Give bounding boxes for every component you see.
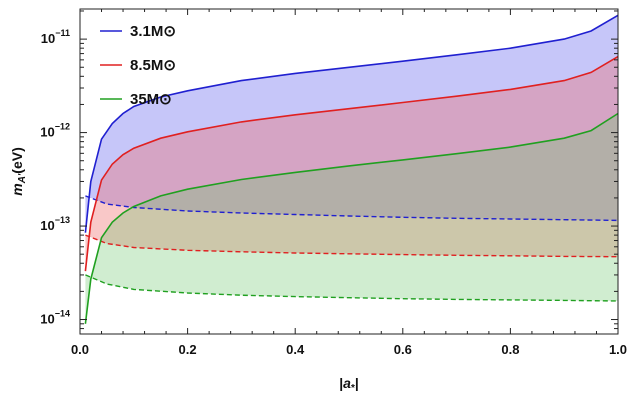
legend: 3.1M⊙ 8.5M⊙ 35M⊙	[100, 23, 176, 108]
x-tick-label: 0.6	[394, 342, 412, 357]
upper-line-series-1	[84, 55, 619, 272]
y-axis-title: mA'(eV)	[9, 147, 28, 196]
x-title-sub: *	[351, 383, 355, 394]
y-title-unit: (eV)	[9, 147, 25, 173]
y-tick-mantissa: 10	[40, 218, 54, 233]
y-tick-label: 10−11	[41, 28, 70, 46]
x-tick-label: 0.8	[501, 342, 519, 357]
lower-dashed-line-series-1	[85, 234, 619, 258]
x-tick-label: 1.0	[609, 342, 627, 357]
x-tick-label: 0.4	[286, 342, 305, 357]
legend-label-series-2: 35M⊙	[130, 91, 172, 108]
y-title-symbol: m	[9, 183, 25, 195]
upper-line-series-2	[84, 112, 619, 324]
y-tick-exponent: −13	[55, 215, 70, 225]
x-title-bar-left: |	[339, 375, 343, 391]
x-title-bar-right: |	[355, 375, 359, 391]
lower-dashed-line-series-2	[85, 274, 619, 302]
band-series-0	[85, 15, 618, 233]
y-title-sub: A'	[17, 173, 28, 184]
x-tick-label: 0.0	[71, 342, 89, 357]
y-tick-label: 10−12	[40, 122, 70, 140]
band-series-2	[85, 113, 618, 324]
y-tick-exponent: −14	[55, 309, 70, 319]
y-tick-exponent: −12	[55, 122, 70, 132]
x-tick-label: 0.2	[179, 342, 197, 357]
legend-label-series-1: 8.5M⊙	[130, 57, 176, 74]
legend-label-series-0: 3.1M⊙	[130, 23, 176, 40]
upper-line-series-0	[84, 14, 619, 233]
y-tick-mantissa: 10	[40, 312, 54, 327]
y-tick-mantissa: 10	[41, 31, 55, 46]
band-series-1	[85, 56, 618, 272]
y-tick-exponent: −11	[55, 28, 70, 38]
y-tick-label: 10−13	[40, 215, 70, 233]
plot-frame	[79, 8, 619, 335]
plot-area	[84, 14, 619, 324]
y-tick-mantissa: 10	[40, 125, 54, 140]
y-tick-label: 10−14	[40, 309, 70, 327]
x-title-symbol: a	[343, 375, 351, 391]
x-axis-title: |a*|	[339, 375, 359, 394]
lower-dashed-line-series-0	[85, 195, 619, 222]
